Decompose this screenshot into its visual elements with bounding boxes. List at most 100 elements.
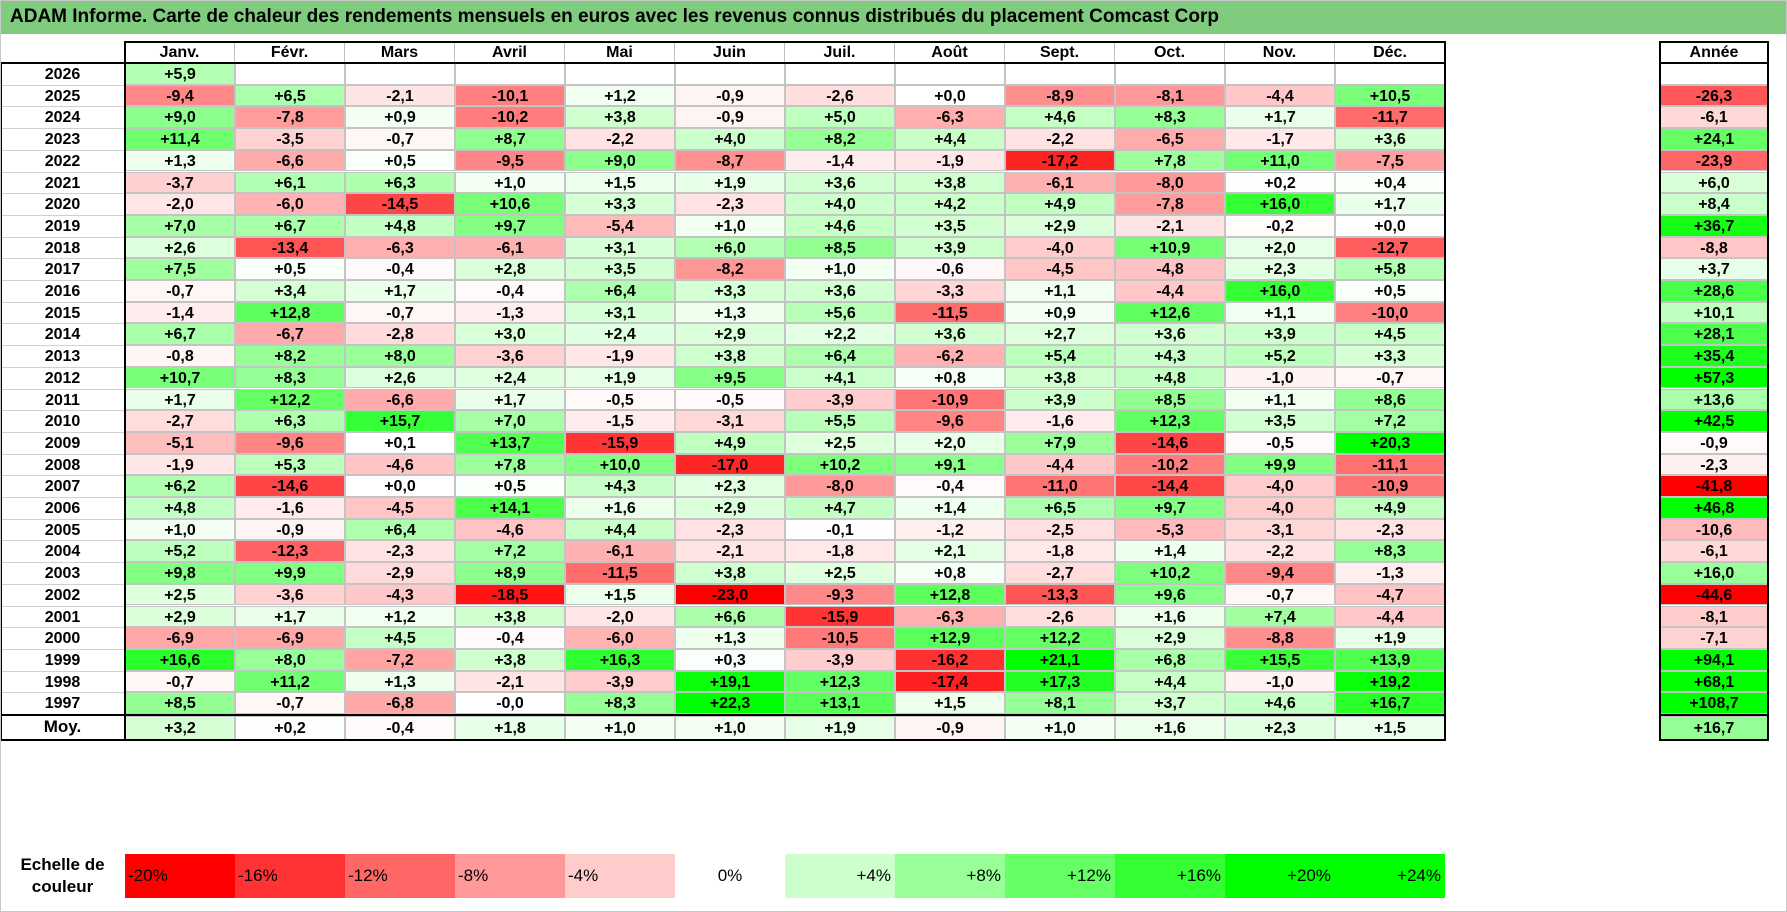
annual-cell: -44,6	[1660, 583, 1768, 606]
heatmap-cell: -0,7	[345, 301, 455, 324]
heatmap-cell: +5,3	[235, 453, 345, 476]
heatmap-cell: +3,6	[785, 280, 895, 302]
heatmap-cell: +5,4	[1005, 345, 1115, 367]
heatmap-cell: -6,7	[235, 323, 345, 346]
heatmap-cell: -1,8	[1005, 540, 1115, 563]
color-scale-cell: -20%	[125, 854, 235, 898]
heatmap-cell: +16,3	[565, 648, 675, 671]
heatmap-cell: -2,3	[675, 193, 785, 215]
chart-title: ADAM Informe. Carte de chaleur des rende…	[0, 0, 1787, 34]
heatmap-cell: +16,0	[1225, 280, 1335, 302]
heatmap-cell: -9,6	[235, 431, 345, 454]
heatmap-cell: -0,5	[1225, 431, 1335, 454]
heatmap-cell: +4,3	[1115, 345, 1225, 367]
heatmap-cell: -2,8	[345, 323, 455, 346]
heatmap-cell: +10,2	[1115, 562, 1225, 584]
heatmap-cell: +10,9	[1115, 236, 1225, 259]
heatmap-cell: +4,5	[345, 627, 455, 649]
annual-cell: +24,1	[1660, 128, 1768, 150]
heatmap-cell: +3,6	[785, 171, 895, 194]
heatmap-cell: +8,9	[455, 562, 565, 584]
heatmap-cell: +2,3	[675, 475, 785, 497]
heatmap-cell: +2,5	[125, 583, 235, 606]
heatmap-cell: +1,1	[1225, 301, 1335, 324]
heatmap-cell: -15,9	[565, 431, 675, 454]
heatmap-cell: +0,4	[1335, 171, 1445, 194]
average-cell: +1,9	[785, 716, 895, 740]
average-cell: +1,0	[675, 716, 785, 740]
heatmap-cell	[1115, 63, 1225, 85]
heatmap-cell: -6,9	[125, 627, 235, 649]
heatmap-cell: +3,8	[895, 171, 1005, 194]
heatmap-cell: +3,8	[675, 345, 785, 367]
heatmap-cell: +1,0	[125, 518, 235, 541]
heatmap-cell: +10,2	[785, 453, 895, 476]
heatmap-cell: -3,7	[125, 171, 235, 194]
heatmap-cell: +0,8	[895, 366, 1005, 389]
heatmap-cell: -17,2	[1005, 149, 1115, 172]
heatmap-cell: +9,7	[1115, 497, 1225, 519]
heatmap-cell: +6,4	[565, 280, 675, 302]
heatmap-cell: -14,5	[345, 193, 455, 215]
heatmap-cell: -2,6	[1005, 605, 1115, 628]
heatmap-cell: -0,1	[785, 518, 895, 541]
heatmap-cell: +1,5	[895, 692, 1005, 714]
heatmap-cell: +6,1	[235, 171, 345, 194]
heatmap-cell: -8,0	[785, 475, 895, 497]
heatmap-cell: +11,2	[235, 670, 345, 693]
year-label: 2015	[0, 301, 125, 324]
heatmap-cell: +5,2	[125, 540, 235, 563]
heatmap-cell: -5,4	[565, 214, 675, 237]
heatmap-cell: +8,2	[785, 128, 895, 150]
heatmap-cell: -3,5	[235, 128, 345, 150]
heatmap-cell: +1,4	[895, 497, 1005, 519]
color-scale-cell: +16%	[1115, 854, 1225, 898]
annual-cell: -7,1	[1660, 627, 1768, 649]
year-label: 1998	[0, 670, 125, 693]
heatmap-cell: -4,0	[1225, 475, 1335, 497]
annual-cell: -23,9	[1660, 149, 1768, 172]
heatmap-cell: +9,8	[125, 562, 235, 584]
heatmap-cell: -8,1	[1115, 84, 1225, 107]
color-scale-label-line2: couleur	[31, 877, 94, 896]
heatmap-cell: -2,2	[565, 128, 675, 150]
heatmap-cell: +2,0	[1225, 236, 1335, 259]
heatmap-cell: +5,9	[125, 63, 235, 85]
heatmap-cell: -8,9	[1005, 84, 1115, 107]
heatmap-cell: -1,9	[565, 345, 675, 367]
average-separator	[125, 714, 1445, 716]
heatmap-cell: +1,9	[565, 366, 675, 389]
heatmap-cell: -2,3	[675, 518, 785, 541]
heatmap-cell: -10,0	[1335, 301, 1445, 324]
heatmap-cell: -13,4	[235, 236, 345, 259]
heatmap-cell	[675, 63, 785, 85]
heatmap-cell: -8,2	[675, 258, 785, 280]
month-header: Juil.	[785, 42, 895, 63]
heatmap-cell: +12,2	[1005, 627, 1115, 649]
month-header: Févr.	[235, 42, 345, 63]
heatmap-cell: +9,0	[565, 149, 675, 172]
heatmap-cell: +12,3	[1115, 410, 1225, 432]
heatmap-cell: +9,7	[455, 214, 565, 237]
heatmap-cell: -1,2	[895, 518, 1005, 541]
heatmap-cell: +1,9	[675, 171, 785, 194]
heatmap-cell: +2,7	[1005, 323, 1115, 346]
color-scale-label: Echelle de couleur	[0, 850, 125, 902]
heatmap-cell: +12,8	[895, 583, 1005, 606]
year-label: 2006	[0, 497, 125, 519]
heatmap-cell: +3,3	[675, 280, 785, 302]
heatmap-cell: +6,6	[675, 605, 785, 628]
heatmap-cell: -0,7	[345, 128, 455, 150]
heatmap-cell: +3,6	[1115, 323, 1225, 346]
heatmap-cell: -0,4	[345, 258, 455, 280]
year-label: 1997	[0, 692, 125, 714]
heatmap-cell: -1,4	[785, 149, 895, 172]
heatmap-cell: -13,3	[1005, 583, 1115, 606]
heatmap-cell: -1,4	[125, 301, 235, 324]
annual-header: Année	[1660, 42, 1768, 63]
heatmap-cell: +3,9	[895, 236, 1005, 259]
heatmap-cell: -4,3	[345, 583, 455, 606]
heatmap-cell: +1,3	[675, 627, 785, 649]
heatmap-cell: -18,5	[455, 583, 565, 606]
heatmap-cell: -3,9	[785, 648, 895, 671]
